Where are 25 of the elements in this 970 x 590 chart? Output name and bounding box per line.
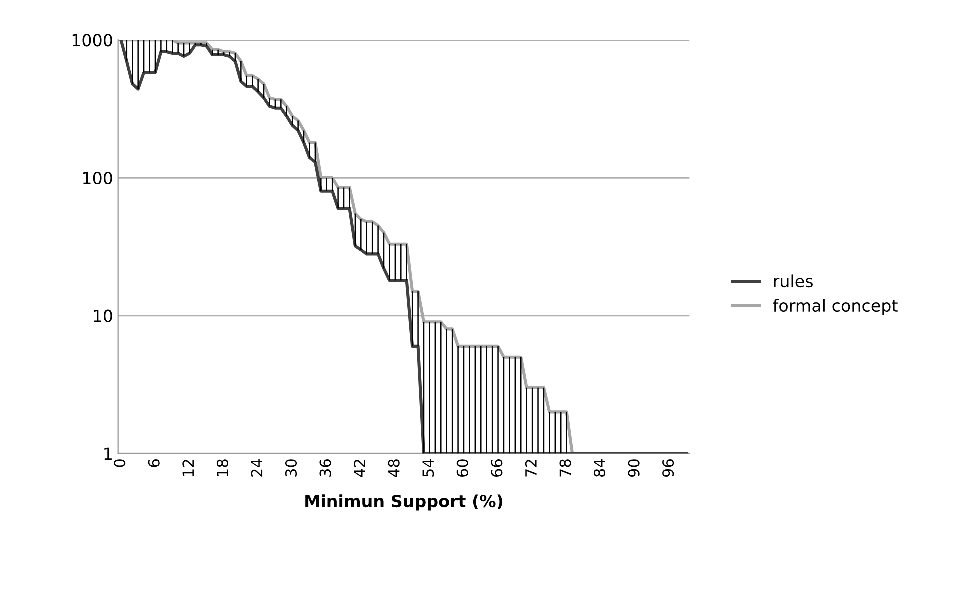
line-series bbox=[120, 40, 688, 454]
y-tick-label: 10 bbox=[94, 310, 112, 322]
x-tick-label: 30 bbox=[285, 460, 298, 477]
x-tick-label: 60 bbox=[456, 460, 468, 477]
y-tick-label: 1 bbox=[104, 448, 112, 460]
x-tick-label: 54 bbox=[422, 459, 434, 477]
x-tick-label: 18 bbox=[216, 460, 228, 476]
x-tick-label: 24 bbox=[251, 459, 263, 477]
x-tick-label: 72 bbox=[525, 460, 537, 477]
x-tick-label: 90 bbox=[628, 460, 640, 478]
legend-label: formal concept bbox=[773, 299, 898, 316]
x-tick-label: 96 bbox=[662, 460, 674, 478]
legend-label: rules bbox=[774, 274, 813, 288]
x-tick-label: 48 bbox=[388, 460, 400, 478]
y-tick-label: 1000 bbox=[72, 34, 112, 47]
x-tick-label: 42 bbox=[354, 460, 366, 478]
x-tick-label: 6 bbox=[148, 460, 160, 468]
x-tick-label: 66 bbox=[491, 460, 503, 477]
x-tick-label: 0 bbox=[114, 460, 126, 468]
x-tick-label: 84 bbox=[594, 459, 606, 477]
x-tick-label: 36 bbox=[320, 460, 332, 477]
x-axis-title: Minimun Support (%) bbox=[306, 494, 503, 511]
x-tick-label: 78 bbox=[560, 460, 572, 477]
x-tick-label: 12 bbox=[182, 460, 194, 476]
y-tick-label: 100 bbox=[83, 172, 112, 185]
